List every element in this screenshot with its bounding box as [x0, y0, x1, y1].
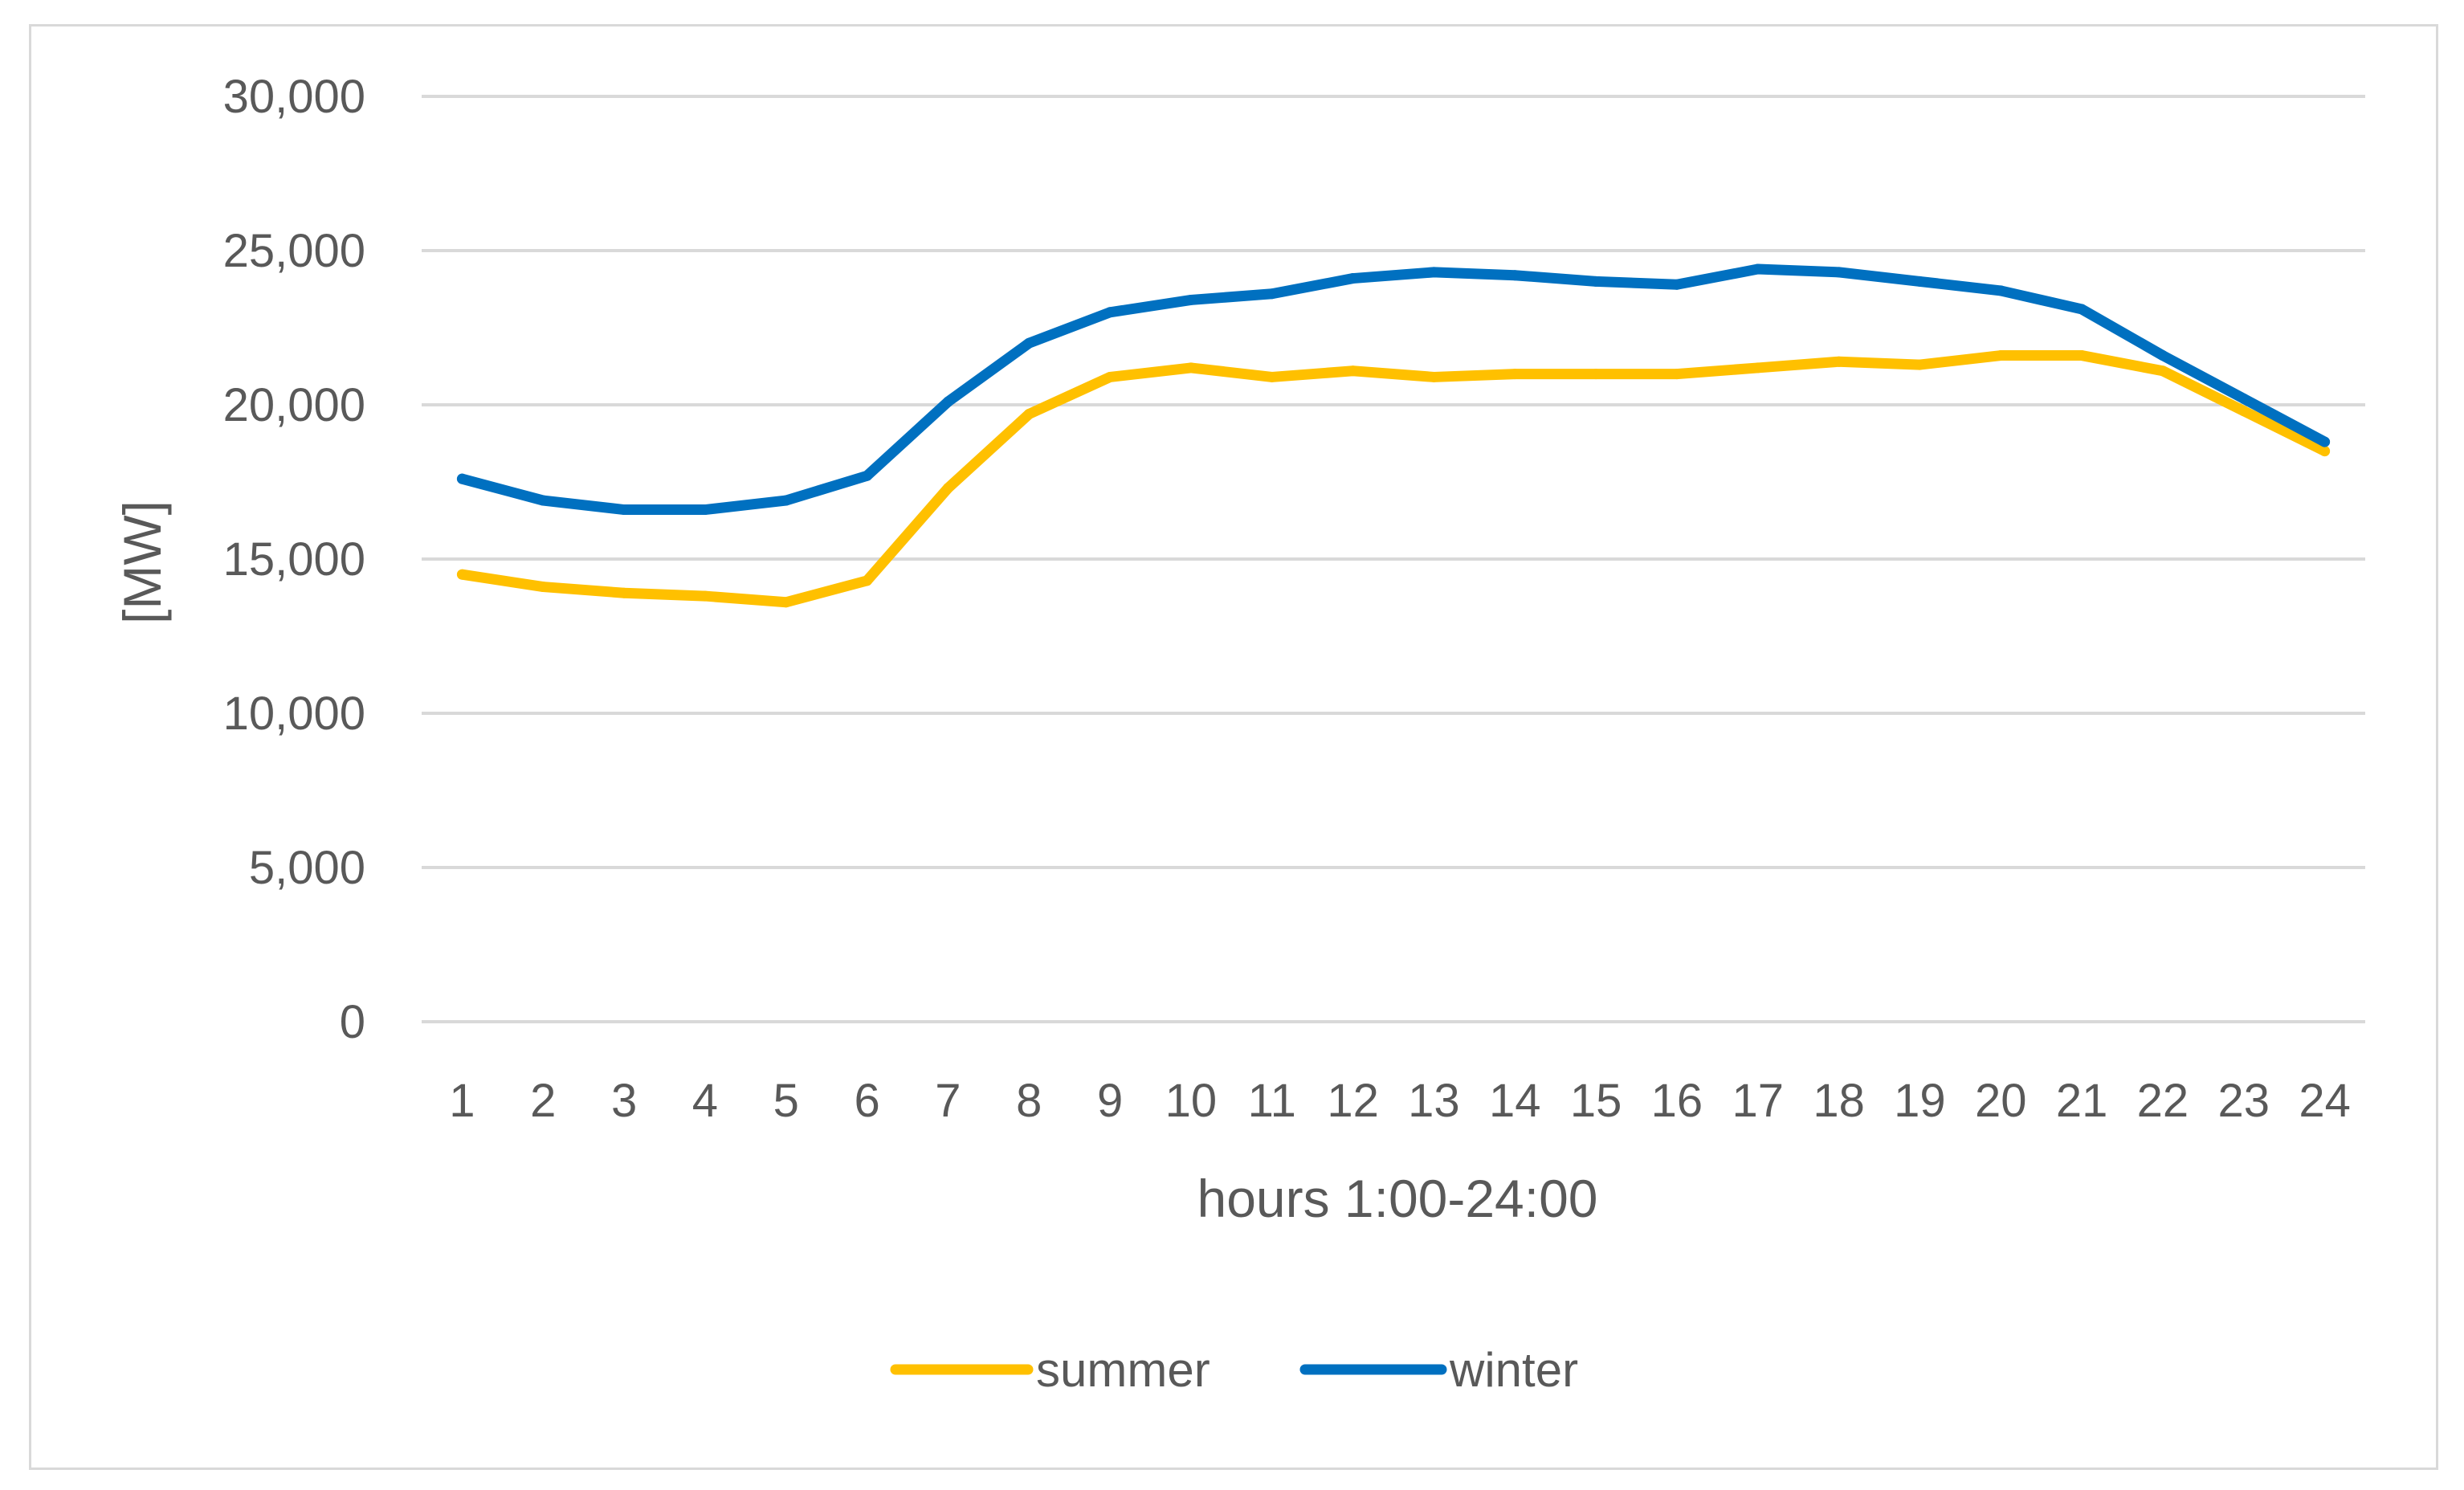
data-point-summer	[618, 587, 630, 598]
y-tick-label: 25,000	[223, 225, 365, 277]
data-point-winter	[1104, 307, 1116, 318]
data-point-winter	[1348, 273, 1359, 284]
data-point-winter	[1267, 288, 1278, 300]
x-tick-label: 8	[1016, 1075, 1042, 1127]
data-point-summer	[2319, 446, 2331, 457]
x-tick-label: 16	[1651, 1075, 1703, 1127]
legend-item-winter: winter	[1299, 1343, 1578, 1397]
legend-label-winter: winter	[1449, 1343, 1578, 1397]
data-point-winter	[537, 495, 549, 506]
data-point-summer	[942, 483, 953, 494]
data-point-winter	[618, 504, 630, 516]
data-point-summer	[862, 575, 873, 586]
x-tick-label: 4	[692, 1075, 718, 1127]
series-winter	[456, 263, 2331, 516]
data-point-winter	[2238, 393, 2250, 404]
data-point-winter	[1834, 267, 1845, 278]
data-point-summer	[1752, 362, 1764, 374]
x-tick-label: 1	[449, 1075, 475, 1127]
data-point-summer	[1834, 356, 1845, 367]
chart-frame	[29, 24, 2438, 1470]
x-tick-label: 15	[1570, 1075, 1622, 1127]
data-point-summer	[1348, 365, 1359, 377]
data-point-winter	[1914, 276, 1925, 287]
data-point-summer	[1671, 369, 1683, 380]
data-point-summer	[2076, 350, 2087, 361]
x-axis-ticks: 1 2 3 4 5 6 7 8 9 10 11 12 13 14 15 16 17 18 19 20 21 22 23 24	[449, 1075, 2351, 1127]
data-point-winter	[1995, 285, 2006, 296]
legend-label-summer: summer	[1036, 1343, 1210, 1397]
x-tick-label: 5	[773, 1075, 799, 1127]
data-point-summer	[700, 590, 711, 602]
y-tick-label: 30,000	[223, 71, 365, 123]
legend-item-summer: summer	[890, 1343, 1210, 1397]
data-point-winter	[1509, 270, 1520, 281]
data-point-summer	[2238, 406, 2250, 417]
data-point-summer	[2157, 365, 2168, 377]
data-point-winter	[1752, 263, 1764, 275]
data-point-winter	[2319, 436, 2331, 447]
data-point-summer	[1590, 369, 1601, 380]
x-tick-label: 20	[1975, 1075, 2027, 1127]
series-lines	[456, 263, 2331, 608]
x-tick-label: 14	[1489, 1075, 1541, 1127]
data-point-summer	[537, 582, 549, 593]
x-tick-label: 9	[1097, 1075, 1123, 1127]
x-tick-label: 13	[1408, 1075, 1460, 1127]
x-tick-label: 24	[2299, 1075, 2351, 1127]
data-point-winter	[1428, 267, 1439, 278]
series-line-winter	[456, 263, 2331, 516]
data-point-winter	[1590, 276, 1601, 287]
data-point-winter	[781, 495, 792, 506]
y-tick-label: 15,000	[223, 533, 365, 586]
y-tick-label: 0	[340, 996, 365, 1048]
series-line-summer	[456, 350, 2331, 608]
x-tick-label: 3	[611, 1075, 637, 1127]
x-tick-label: 6	[854, 1075, 879, 1127]
y-tick-label: 20,000	[223, 379, 365, 431]
series-summer	[456, 350, 2331, 608]
data-point-winter	[1185, 294, 1197, 305]
x-tick-label: 10	[1165, 1075, 1218, 1127]
x-tick-label: 22	[2137, 1075, 2189, 1127]
data-point-summer	[781, 597, 792, 608]
y-axis-title: [MW]	[112, 500, 172, 624]
data-point-winter	[1671, 279, 1683, 290]
y-axis-ticks: 0 5,000 10,000 15,000 20,000 25,000 30,000	[223, 71, 365, 1048]
data-point-summer	[1185, 362, 1197, 374]
data-point-winter	[942, 396, 953, 407]
x-tick-label: 11	[1248, 1075, 1296, 1127]
x-tick-label: 21	[2056, 1075, 2108, 1127]
x-tick-label: 23	[2217, 1075, 2270, 1127]
data-point-winter	[2076, 304, 2087, 315]
data-point-winter	[862, 470, 873, 481]
x-tick-label: 2	[530, 1075, 556, 1127]
data-point-summer	[1995, 350, 2006, 361]
data-point-summer	[1104, 371, 1116, 382]
data-point-summer	[1023, 409, 1034, 420]
x-tick-label: 12	[1327, 1075, 1379, 1127]
data-point-summer	[1509, 369, 1520, 380]
data-point-winter	[1023, 337, 1034, 349]
legend: summer winter	[890, 1343, 1578, 1397]
data-point-winter	[2157, 350, 2168, 361]
data-point-summer	[456, 569, 467, 580]
data-point-summer	[1914, 359, 1925, 370]
x-tick-label: 17	[1732, 1075, 1784, 1127]
gridlines	[422, 95, 2365, 1023]
data-point-winter	[456, 473, 467, 484]
x-tick-label: 7	[935, 1075, 961, 1127]
data-point-winter	[700, 504, 711, 516]
data-point-summer	[1428, 371, 1439, 382]
x-tick-label: 18	[1813, 1075, 1865, 1127]
data-point-summer	[1267, 371, 1278, 382]
y-tick-label: 10,000	[223, 688, 365, 740]
x-axis-title: hours 1:00-24:00	[1197, 1169, 1597, 1228]
y-tick-label: 5,000	[249, 842, 365, 894]
x-tick-label: 19	[1894, 1075, 1946, 1127]
